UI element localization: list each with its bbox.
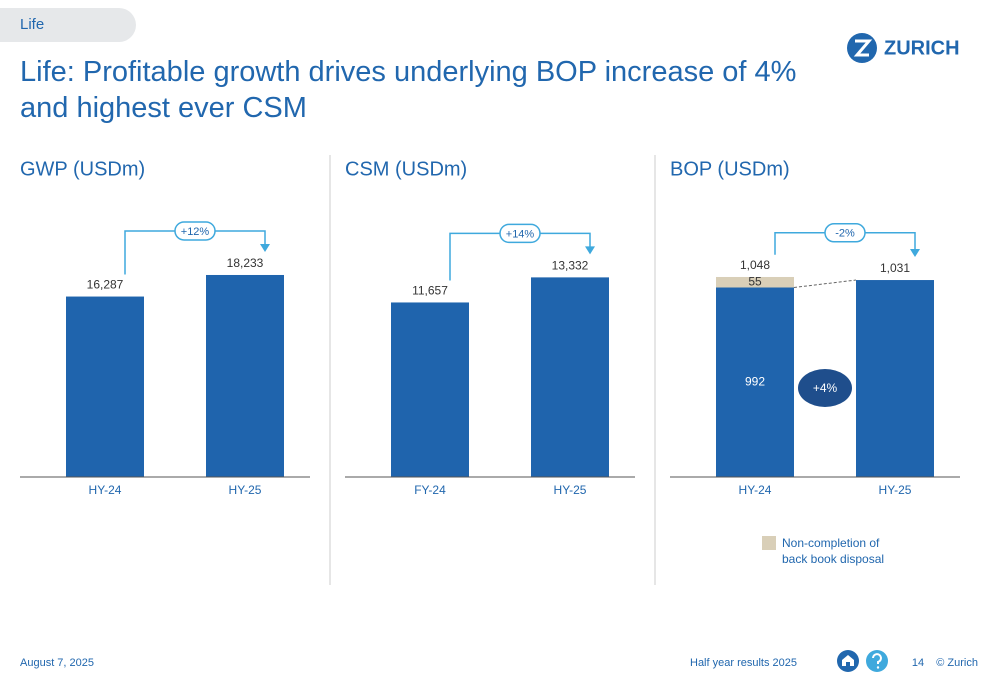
panel-title: BOP (USDm) <box>670 158 790 180</box>
x-tick-label: HY-24 <box>739 483 772 497</box>
legend-swatch <box>762 536 776 550</box>
legend-label: Non-completion of back book disposal <box>782 536 885 566</box>
footer-date: August 7, 2025 <box>20 657 94 669</box>
connector <box>793 279 857 288</box>
value-label: 18,233 <box>227 256 264 270</box>
slide-title: Life: Profitable growth drives underlyin… <box>20 56 797 124</box>
growth-pill <box>824 223 866 243</box>
x-tick-label: FY-24 <box>414 483 446 497</box>
bar <box>206 274 284 477</box>
panel-title: CSM (USDm) <box>345 158 467 180</box>
logo-z <box>853 39 873 57</box>
growth-label: +14% <box>506 228 535 240</box>
value-label: 1,031 <box>880 261 910 275</box>
footer-event: Half year results 2025 <box>690 657 797 669</box>
x-tick-label: HY-25 <box>554 483 587 497</box>
page-number: 14 <box>912 657 924 669</box>
x-tick-label: HY-25 <box>879 483 912 497</box>
bar <box>391 302 469 477</box>
bar-segment <box>856 280 934 477</box>
growth-pill <box>174 221 216 241</box>
total-label: 1,048 <box>740 258 770 272</box>
x-tick-label: HY-24 <box>89 483 122 497</box>
growth-arrow <box>585 246 595 255</box>
value-label: 13,332 <box>552 259 589 273</box>
annotation-bubble <box>798 369 852 407</box>
value-label: 992 <box>745 374 765 388</box>
growth-label: -2% <box>835 228 855 240</box>
help-icon-dot <box>876 666 880 669</box>
bar <box>531 277 609 477</box>
x-tick-label: HY-25 <box>229 483 262 497</box>
growth-label: +12% <box>181 226 210 238</box>
home-icon <box>842 655 854 666</box>
help-icon <box>872 653 882 664</box>
growth-arrow <box>260 243 270 252</box>
bar-segment <box>716 287 794 477</box>
help-button[interactable] <box>866 650 888 672</box>
growth-pill <box>499 223 541 244</box>
growth-arrow <box>910 249 920 258</box>
copyright: © Zurich <box>936 657 978 669</box>
logo-text: ZURICH <box>884 37 960 59</box>
section-tab: Life <box>0 8 136 42</box>
value-label: 16,287 <box>87 278 124 292</box>
annotation-label: +4% <box>813 381 838 395</box>
panel-title: GWP (USDm) <box>20 158 145 180</box>
value-label: 55 <box>748 274 762 288</box>
bar-segment <box>716 276 794 288</box>
value-label: 11,657 <box>412 284 448 298</box>
bar <box>66 296 144 477</box>
